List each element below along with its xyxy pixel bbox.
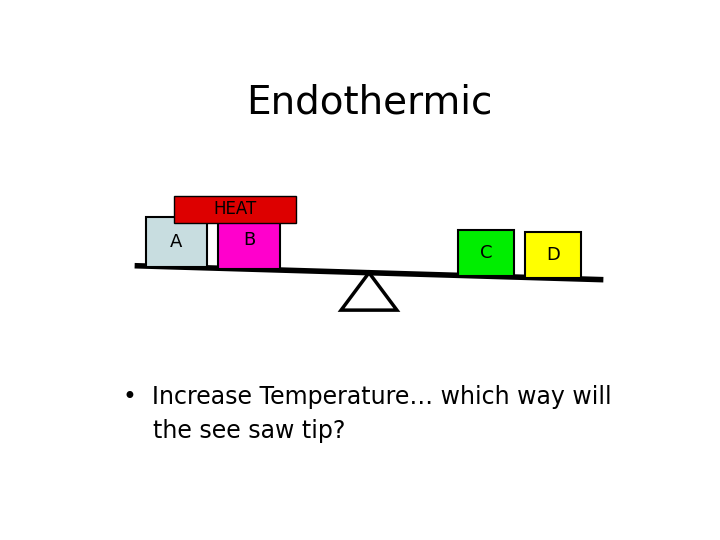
Text: •  Increase Temperature… which way will: • Increase Temperature… which way will xyxy=(124,386,612,409)
Text: C: C xyxy=(480,244,492,262)
Text: B: B xyxy=(243,231,255,249)
Bar xyxy=(459,231,514,276)
Text: HEAT: HEAT xyxy=(213,200,257,218)
Text: A: A xyxy=(171,233,183,251)
Bar xyxy=(218,211,280,269)
Text: D: D xyxy=(546,246,560,264)
Text: the see saw tip?: the see saw tip? xyxy=(124,418,346,443)
Bar xyxy=(145,217,207,267)
Bar xyxy=(526,232,581,278)
Polygon shape xyxy=(341,273,397,310)
Text: Endothermic: Endothermic xyxy=(246,83,492,121)
Bar xyxy=(174,196,297,223)
